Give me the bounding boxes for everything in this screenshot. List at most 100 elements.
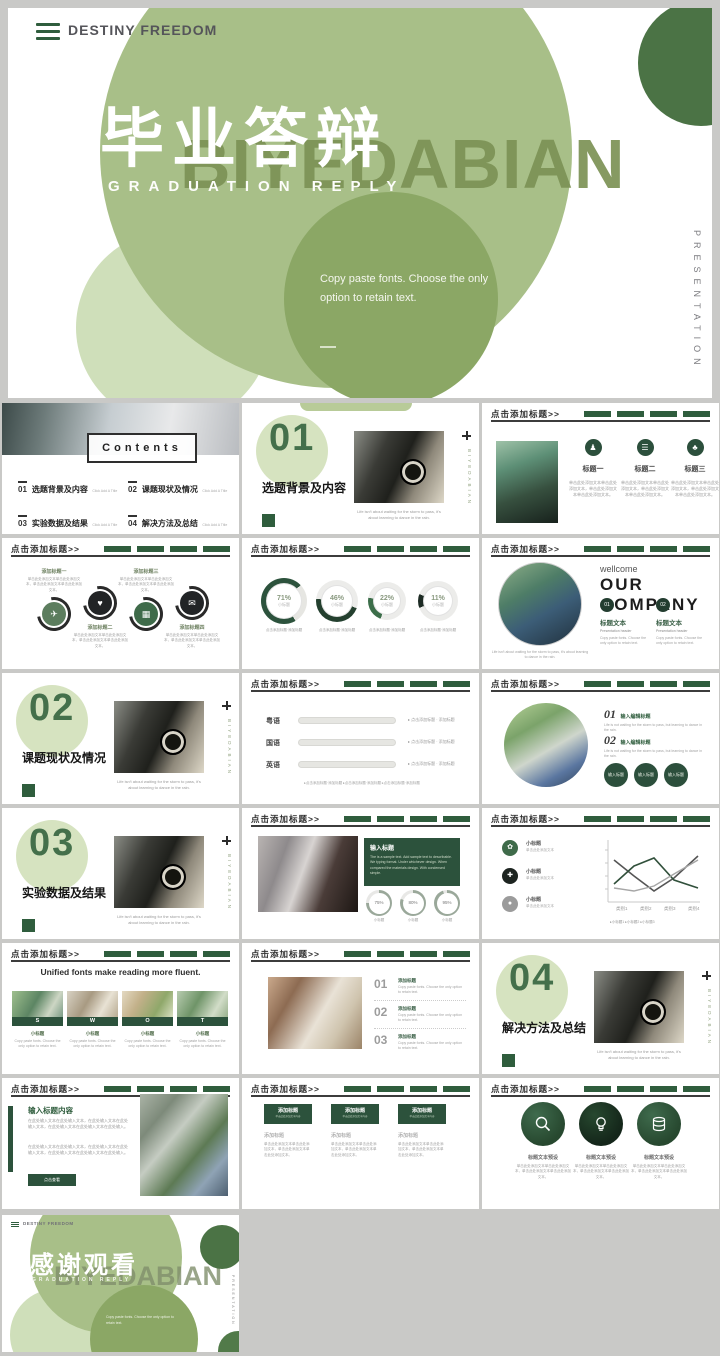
- ring-gauge: 75% 小标题: [364, 890, 394, 923]
- photo-girl-railway: [496, 441, 558, 523]
- slide-header: 点击添加标题>>: [11, 948, 230, 962]
- numbered-item: 01 输入编辑标题 Life is not waiting for the st…: [604, 707, 703, 733]
- step-circle-button[interactable]: 输入标题: [634, 763, 658, 787]
- slide-thumbnail-section-01[interactable]: 01 选题背景及内容 Life isn't about waiting for …: [242, 403, 479, 534]
- slide-thumbnail-process[interactable]: 点击添加标题>> 添加标题一 单击此处添加文本单击此处添加文本，单击此处添加文本…: [2, 538, 239, 669]
- photo-cafe: [67, 991, 118, 1017]
- photo-alarm-clock: [114, 836, 204, 908]
- legend-item: ✿ 小标题 单击此处添加文本: [502, 840, 597, 860]
- slide-header: 点击添加标题>>: [491, 1083, 710, 1097]
- legend-item: ● 小标题 单击此处添加文本: [502, 896, 597, 916]
- section-title: 实验数据及结果: [22, 886, 107, 900]
- photo-girl-hair: [258, 836, 358, 912]
- dot-icon: ●: [502, 896, 518, 912]
- header-dashes: [344, 816, 470, 822]
- company-column: 02 标题文本 Presentation header Copy paste f…: [656, 598, 708, 647]
- header-dashes: [104, 951, 230, 957]
- blurb-circle: [284, 192, 498, 398]
- plus-icon: [222, 836, 231, 845]
- process-step: ✉ 添加标题四 单击此处添加文本单击此处添加文本，单击此处添加文本单击此处添加文…: [164, 586, 220, 649]
- cover-watermark: BIYEDABIAN: [180, 125, 626, 203]
- photo-students-walking: [140, 1094, 228, 1196]
- company-title: OUR COMPANY: [600, 575, 700, 614]
- card: 添加标题 单击此处添加文字内容 添加标题 单击此处添加文本单击此处添加文本，单击此…: [331, 1104, 379, 1158]
- hamburger-menu-icon[interactable]: [11, 1222, 19, 1228]
- header-dashes: [584, 411, 710, 417]
- green-square-marker: [22, 784, 35, 797]
- leaf-icon: ✿: [502, 840, 518, 856]
- slide-thumbnail-text-photo[interactable]: 点击添加标题>> 输入标题内容 在此处输入文本在此处输入文本，在此处输入文本在此…: [2, 1078, 239, 1209]
- slide-thumbnail-progress-bars[interactable]: 点击添加标题>> 粤语 ▸ 点击添加标题 · 添加标题 国语 ▸ 点击添加标题 …: [242, 673, 479, 804]
- icon-block: 标题文本预设 单击此处添加文本单击此处添加文本，单击此处添加文本单击此处添加文本…: [572, 1102, 630, 1180]
- slide-thumbnail-section-04[interactable]: 04 解决方法及总结 Life isn't about waiting for …: [482, 943, 719, 1074]
- swot-cell: S 小标题 Copy paste fonts. Choose the only …: [12, 991, 63, 1050]
- cover-slide[interactable]: BIYEDABIAN 毕业答辩 GRADUATION REPLY Copy pa…: [8, 8, 712, 398]
- photo-worker: [12, 991, 63, 1017]
- section-title: 解决方法及总结: [502, 1021, 587, 1035]
- slide-thumbnail-line-chart[interactable]: 点击添加标题>> ✿ 小标题 单击此处添加文本 ✚ 小标题 单击此处添加文本 ●…: [482, 808, 719, 939]
- chart-icon: ▦: [134, 601, 158, 626]
- slide-thumbnail-three-icons[interactable]: 点击添加标题>> 标题文本预设 单击此处添加文本单击此处添加文本，单击此处添加文…: [482, 1078, 719, 1209]
- header-dashes: [344, 546, 470, 552]
- photo-caption: Life isn't about waiting for the storm t…: [491, 650, 589, 660]
- hamburger-menu-icon[interactable]: [36, 23, 60, 40]
- progress-bar-row: 英语 ▸ 点击添加标题 · 添加标题: [266, 761, 455, 769]
- plane-icon: ✈: [42, 601, 66, 626]
- section-number-circle: [16, 820, 88, 892]
- slide-thumbnail-three-cards[interactable]: 点击添加标题>> 添加标题 单击此处添加文字内容 添加标题 单击此处添加文本单击此…: [242, 1078, 479, 1209]
- slide-thumbnail-title-box[interactable]: 点击添加标题>> 输入标题 The is a sample text. Add …: [242, 808, 479, 939]
- slide-thumbnail-three-titles[interactable]: 点击添加标题>> ♟ 标题一 单击此处添加文本单击此处添加文本，单击此处添加文本…: [482, 403, 719, 534]
- process-step: 添加标题一 单击此处添加文本单击此处添加文本，单击此处添加文本单击此处添加文本。…: [26, 568, 82, 631]
- header-dashes: [344, 681, 470, 687]
- slide-thumbnail-swot[interactable]: 点击添加标题>> Unified fonts make reading more…: [2, 943, 239, 1074]
- step-circle-button[interactable]: 输入标题: [604, 763, 628, 787]
- company-column: 01 标题文本 Presentation header Copy paste f…: [600, 598, 652, 647]
- step-circle-button[interactable]: 输入标题: [664, 763, 688, 787]
- donut-chart: 11% 小标题 点击添加标题·添加标题: [416, 581, 460, 633]
- dark-green-circle: [200, 1225, 239, 1269]
- svg-text:类别4: 类别4: [688, 905, 700, 912]
- magnifier-icon: [521, 1102, 565, 1146]
- slide-thumbnail-two-steps[interactable]: 点击添加标题>> 01 输入编辑标题 Life is not waiting f…: [482, 673, 719, 804]
- database-icon: [637, 1102, 681, 1146]
- section-number: 03: [29, 822, 76, 864]
- contents-item: 02 课题现状及情况 Click Add A Title: [128, 479, 228, 497]
- cover-blurb: Copy paste fonts. Choose the only option…: [320, 273, 489, 304]
- vertical-side-word: BIYEDABIAN: [467, 449, 472, 507]
- swot-cell: W 小标题 Copy paste fonts. Choose the only …: [67, 991, 118, 1050]
- welcome-label: wellcome: [600, 564, 638, 574]
- photo-alarm-clock: [594, 971, 684, 1043]
- slide-thumbnail-section-02[interactable]: 02 课题现状及情况 Life isn't about waiting for …: [2, 673, 239, 804]
- slide-header: 点击添加标题>>: [251, 678, 470, 692]
- contents-item: 03 实验数据及结果 Click Add A Title: [18, 513, 118, 531]
- green-side-bar: [8, 1106, 13, 1172]
- swot-cell: T 小标题 Copy paste fonts. Choose the only …: [177, 991, 228, 1050]
- dark-green-circle: [218, 1331, 239, 1352]
- legend-item: ✚ 小标题 单击此处添加文本: [502, 868, 597, 888]
- slide-thumbnail-our-company[interactable]: 点击添加标题>> Life isn't about waiting for th…: [482, 538, 719, 669]
- slide-header: 点击添加标题>>: [251, 543, 470, 557]
- section-number-circle: [16, 685, 88, 757]
- slide-thumbnail-thanks[interactable]: BIYEDABIAN 感谢观看 GRADUATION REPLY Copy pa…: [2, 1215, 239, 1352]
- donut-chart: 22% 小标题 点击添加标题·添加标题: [366, 582, 408, 633]
- process-step: 添加标题三 单击此处添加文本单击此处添加文本，单击此处添加文本单击此处添加文本。…: [118, 568, 174, 631]
- view-more-button[interactable]: 点击查看: [28, 1174, 76, 1186]
- slide-thumbnail-section-03[interactable]: 03 实验数据及结果 Life isn't about waiting for …: [2, 808, 239, 939]
- slide-thumbnail-numbered-list[interactable]: 点击添加标题>> 01 添加标题 Copy paste fonts. Choos…: [242, 943, 479, 1074]
- cover-title: 毕业答辩: [100, 103, 388, 175]
- slide-thumbnail-donut-charts[interactable]: 点击添加标题>> 71% 小标题 点击添加标题·添加标题 46% 小标题 点击添加标…: [242, 538, 479, 669]
- dark-green-circle: [638, 8, 712, 126]
- slide-header: 点击添加标题>>: [11, 543, 230, 557]
- section-number-circle: [256, 415, 328, 487]
- lightbulb-icon: [579, 1102, 623, 1146]
- photo-caption: Life isn't about waiting for the storm t…: [357, 509, 441, 521]
- contents-item: 04 解决方法及总结 Click Add A Title: [128, 513, 228, 531]
- green-square-marker: [262, 514, 275, 527]
- header-dashes: [584, 681, 710, 687]
- slide-thumbnail-contents[interactable]: Contents 01 选题背景及内容 Click Add A Title 02 课…: [2, 403, 239, 534]
- thanks-subtitle: GRADUATION REPLY: [32, 1277, 132, 1283]
- title-column: ☰ 标题二 单击此处添加文本单击此处添加文本，单击此处添加文本单击此处添加文本。: [620, 439, 670, 499]
- plus-icon: [702, 971, 711, 980]
- photo-desk: [177, 991, 228, 1017]
